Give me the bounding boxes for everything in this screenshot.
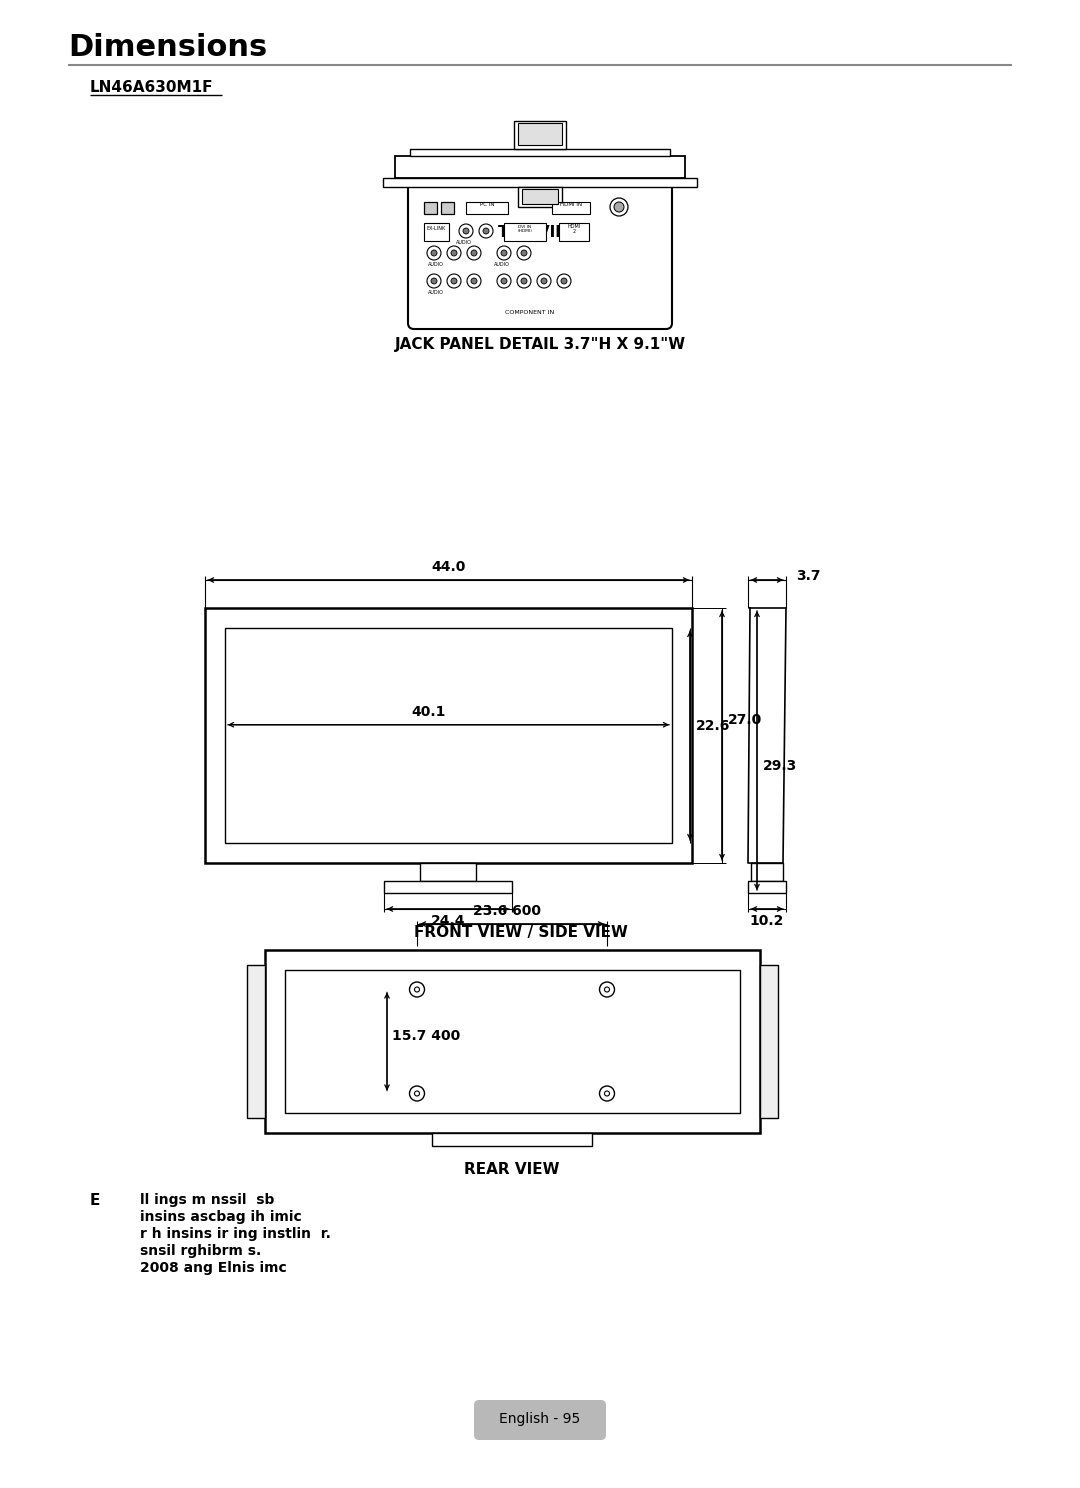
Bar	[420, 863, 476, 881]
Bar	[441, 202, 454, 214]
Text: 44.0: 44.0	[431, 559, 465, 574]
Circle shape	[541, 278, 546, 284]
Polygon shape	[748, 609, 786, 863]
Bar	[225, 628, 672, 844]
Circle shape	[409, 982, 424, 997]
Text: Dimensions: Dimensions	[68, 33, 267, 62]
Circle shape	[497, 274, 511, 289]
Circle shape	[501, 250, 507, 256]
Text: ll ings m nssil  sb: ll ings m nssil sb	[140, 1193, 274, 1207]
Circle shape	[459, 225, 473, 238]
Bar	[424, 202, 437, 214]
Text: 27.0: 27.0	[728, 714, 762, 728]
Circle shape	[427, 274, 441, 289]
Circle shape	[615, 202, 624, 211]
Circle shape	[409, 1086, 424, 1101]
Circle shape	[415, 987, 419, 992]
Text: AUDIO: AUDIO	[456, 241, 472, 246]
Circle shape	[431, 278, 437, 284]
Circle shape	[447, 274, 461, 289]
Text: 23.6 600: 23.6 600	[473, 905, 541, 918]
Bar	[465, 202, 508, 214]
Bar	[522, 189, 558, 204]
Text: AUDIO: AUDIO	[428, 262, 444, 268]
Text: 3.7: 3.7	[796, 568, 821, 583]
Circle shape	[467, 246, 481, 260]
Text: LN46A630M1F: LN46A630M1F	[90, 80, 214, 95]
Circle shape	[605, 1091, 609, 1097]
Bar	[748, 881, 786, 893]
Bar	[247, 966, 265, 1117]
Circle shape	[447, 246, 461, 260]
Bar	[395, 156, 685, 179]
Text: FRONT VIEW / SIDE VIEW: FRONT VIEW / SIDE VIEW	[414, 926, 627, 940]
Circle shape	[467, 274, 481, 289]
Text: TOP VIEW: TOP VIEW	[498, 225, 582, 240]
Text: AUDIO: AUDIO	[428, 290, 444, 296]
Text: r h insins ir ing instlin  r.: r h insins ir ing instlin r.	[140, 1228, 330, 1241]
Text: COMPONENT IN: COMPONENT IN	[505, 311, 555, 315]
Circle shape	[471, 250, 477, 256]
Circle shape	[451, 278, 457, 284]
Circle shape	[605, 987, 609, 992]
Circle shape	[483, 228, 489, 234]
Circle shape	[599, 1086, 615, 1101]
Bar	[760, 966, 778, 1117]
Circle shape	[427, 246, 441, 260]
Circle shape	[557, 274, 571, 289]
Circle shape	[451, 250, 457, 256]
Text: HDMI IN: HDMI IN	[559, 202, 582, 207]
Text: E: E	[90, 1193, 100, 1208]
Bar	[432, 1132, 592, 1146]
Text: DVI IN
(HDMI): DVI IN (HDMI)	[517, 225, 532, 234]
Circle shape	[480, 225, 492, 238]
Bar	[518, 187, 562, 207]
Text: AUDIO: AUDIO	[494, 262, 510, 268]
Bar	[504, 223, 546, 241]
Text: 22.6: 22.6	[696, 719, 730, 732]
Bar	[424, 223, 449, 241]
Circle shape	[431, 250, 437, 256]
Circle shape	[610, 198, 627, 216]
Circle shape	[501, 278, 507, 284]
Circle shape	[521, 278, 527, 284]
Text: 15.7 400: 15.7 400	[392, 1030, 460, 1043]
Circle shape	[517, 274, 531, 289]
Text: HDMI
2: HDMI 2	[567, 223, 581, 235]
Bar	[410, 149, 670, 156]
Bar	[285, 970, 740, 1113]
Bar	[518, 124, 562, 144]
Circle shape	[517, 246, 531, 260]
Text: 24.4: 24.4	[431, 914, 465, 929]
Circle shape	[415, 1091, 419, 1097]
FancyBboxPatch shape	[474, 1400, 606, 1440]
FancyBboxPatch shape	[408, 179, 672, 329]
Text: English - 95: English - 95	[499, 1412, 581, 1426]
Text: 40.1: 40.1	[411, 705, 446, 719]
Circle shape	[537, 274, 551, 289]
Bar	[751, 863, 783, 881]
Text: 2008 ang Elnis imc: 2008 ang Elnis imc	[140, 1260, 287, 1275]
Bar	[552, 202, 590, 214]
Text: EX-LINK: EX-LINK	[427, 226, 446, 232]
Circle shape	[497, 246, 511, 260]
Text: 10.2: 10.2	[750, 914, 784, 929]
Circle shape	[561, 278, 567, 284]
Bar	[384, 881, 512, 893]
Circle shape	[463, 228, 469, 234]
Text: snsil rghibrm s.: snsil rghibrm s.	[140, 1244, 261, 1257]
Bar	[265, 949, 760, 1132]
Text: REAR VIEW: REAR VIEW	[464, 1162, 559, 1177]
Circle shape	[599, 982, 615, 997]
Text: insins ascbag ih imic: insins ascbag ih imic	[140, 1210, 301, 1225]
Text: JACK PANEL DETAIL 3.7"H X 9.1"W: JACK PANEL DETAIL 3.7"H X 9.1"W	[394, 336, 686, 353]
Bar	[559, 223, 589, 241]
Bar	[205, 609, 692, 863]
Circle shape	[471, 278, 477, 284]
Circle shape	[521, 250, 527, 256]
Text: PC IN: PC IN	[480, 202, 495, 207]
Bar	[514, 121, 566, 149]
Bar	[383, 179, 697, 187]
Text: 29.3: 29.3	[762, 759, 797, 772]
